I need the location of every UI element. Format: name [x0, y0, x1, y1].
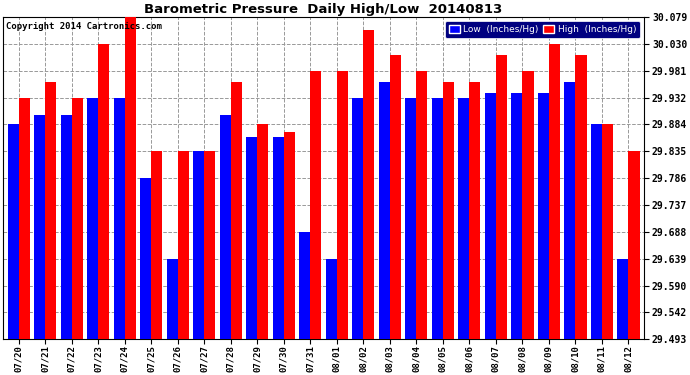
Bar: [549, 44, 560, 339]
Bar: [8, 124, 19, 339]
Bar: [246, 137, 257, 339]
Bar: [405, 98, 416, 339]
Bar: [538, 93, 549, 339]
Bar: [337, 71, 348, 339]
Bar: [390, 55, 401, 339]
Bar: [87, 98, 98, 339]
Bar: [193, 151, 204, 339]
Bar: [45, 82, 57, 339]
Bar: [151, 151, 162, 339]
Bar: [230, 82, 242, 339]
Title: Barometric Pressure  Daily High/Low  20140813: Barometric Pressure Daily High/Low 20140…: [144, 3, 503, 16]
Bar: [299, 232, 310, 339]
Bar: [496, 55, 507, 339]
Text: Copyright 2014 Cartronics.com: Copyright 2014 Cartronics.com: [6, 22, 162, 31]
Bar: [629, 151, 640, 339]
Bar: [125, 17, 136, 339]
Bar: [522, 71, 533, 339]
Bar: [19, 98, 30, 339]
Bar: [310, 71, 322, 339]
Bar: [511, 93, 522, 339]
Bar: [140, 178, 151, 339]
Bar: [469, 82, 480, 339]
Bar: [114, 98, 125, 339]
Bar: [432, 98, 443, 339]
Bar: [591, 124, 602, 339]
Bar: [575, 55, 586, 339]
Legend: Low  (Inches/Hg), High  (Inches/Hg): Low (Inches/Hg), High (Inches/Hg): [445, 21, 640, 38]
Bar: [326, 259, 337, 339]
Bar: [443, 82, 454, 339]
Bar: [178, 151, 189, 339]
Bar: [72, 98, 83, 339]
Bar: [602, 124, 613, 339]
Bar: [34, 116, 45, 339]
Bar: [98, 44, 109, 339]
Bar: [485, 93, 496, 339]
Bar: [352, 98, 364, 339]
Bar: [618, 259, 629, 339]
Bar: [166, 259, 178, 339]
Bar: [379, 82, 390, 339]
Bar: [257, 124, 268, 339]
Bar: [219, 116, 230, 339]
Bar: [284, 132, 295, 339]
Bar: [61, 116, 72, 339]
Bar: [458, 98, 469, 339]
Bar: [416, 71, 428, 339]
Bar: [204, 151, 215, 339]
Bar: [364, 30, 375, 339]
Bar: [564, 82, 575, 339]
Bar: [273, 137, 284, 339]
